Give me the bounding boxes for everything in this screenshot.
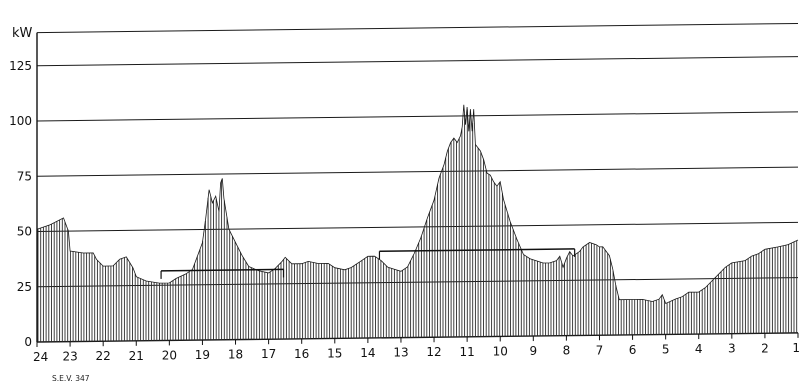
mean-load-lines [160, 248, 576, 279]
x-tick-label-4: 4 [695, 342, 703, 356]
y-tick-label-0: 0 [24, 335, 32, 349]
x-tick-label-7: 7 [596, 343, 604, 357]
x-tick-label-9: 9 [529, 344, 537, 358]
x-tick-label-21: 21 [129, 349, 144, 363]
gridline-0 [36, 332, 799, 343]
x-tick-label-17: 17 [261, 347, 276, 361]
load-profile-outline [36, 104, 799, 305]
top-border-line [36, 22, 799, 34]
axes [36, 32, 799, 347]
x-tick-label-12: 12 [426, 345, 441, 359]
mean-line-2 [379, 248, 575, 253]
y-tick-label-100: 100 [9, 114, 32, 128]
x-tick-label-22: 22 [96, 349, 111, 363]
gridline-25 [36, 277, 799, 288]
x-tick-label-11: 11 [459, 345, 474, 359]
figure-footnote: S.E.V. 347 [52, 374, 90, 383]
gridlines [36, 22, 799, 343]
y-tick-label-125: 125 [9, 59, 32, 73]
x-tick-label-20: 20 [162, 348, 177, 362]
x-tick-label-6: 6 [629, 343, 637, 357]
x-tick-label-16: 16 [294, 347, 309, 361]
gridline-50 [36, 221, 799, 232]
x-tick-label-23: 23 [62, 350, 77, 364]
x-tick-label-24: 24 [33, 350, 48, 364]
x-tick-label-14: 14 [360, 346, 375, 360]
x-tick-label-8: 8 [563, 344, 571, 358]
hatched-load-bars [37, 109, 798, 342]
x-tick-label-1: 1 [792, 341, 800, 355]
gridline-100 [36, 111, 799, 122]
y-tick-label-25: 25 [17, 280, 32, 294]
y-tick-label-50: 50 [17, 225, 32, 239]
x-tick-label-15: 15 [327, 346, 342, 360]
x-tick-label-13: 13 [393, 346, 408, 360]
load-profile [36, 104, 799, 305]
mean-line-1 [161, 268, 284, 272]
x-tick-label-3: 3 [728, 342, 736, 356]
y-tick-label-75: 75 [17, 169, 32, 183]
x-tick-label-19: 19 [195, 348, 210, 362]
x-tick-label-10: 10 [493, 344, 508, 358]
y-unit-label: kW [12, 26, 33, 41]
x-tick-label-18: 18 [228, 348, 243, 362]
x-tick-label-2: 2 [761, 341, 769, 355]
gridline-75 [36, 166, 799, 177]
x-tick-label-5: 5 [662, 342, 670, 356]
gridline-125 [36, 56, 799, 67]
